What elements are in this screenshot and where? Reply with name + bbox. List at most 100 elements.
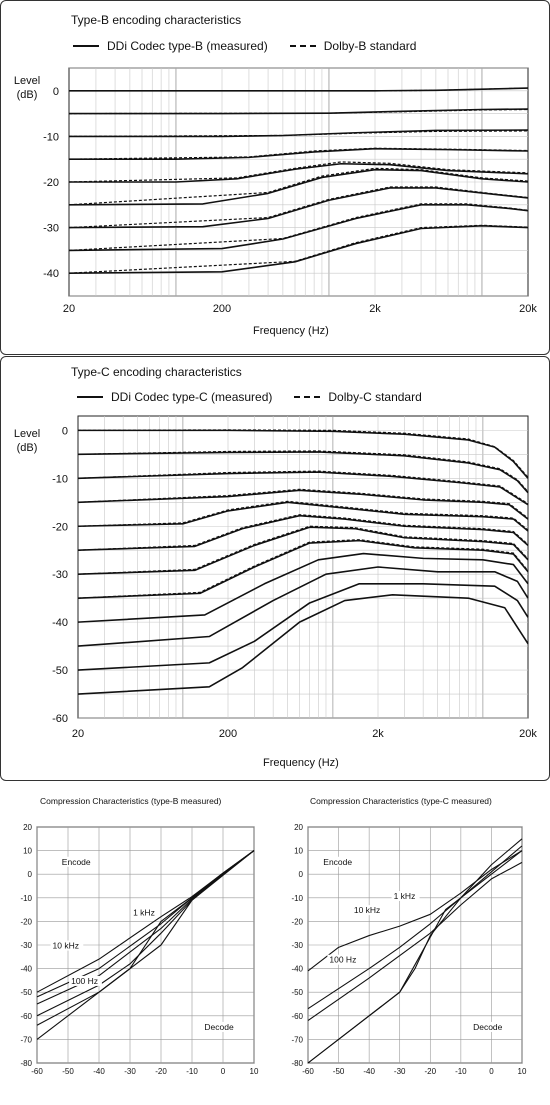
compression-curve-4: [36, 850, 255, 1026]
annotation-label: Decode: [473, 1022, 503, 1032]
x-tick-label: -60: [31, 1067, 43, 1076]
measured-curve-2: [69, 129, 529, 138]
measured-curve-2: [77, 471, 529, 506]
annotation-label: Decode: [204, 1022, 234, 1032]
x-tick-label: -50: [333, 1067, 345, 1076]
y-tick-label: -10: [43, 131, 59, 143]
measured-curve-0: [69, 87, 529, 92]
annotation-label: 100 Hz: [71, 976, 98, 986]
annotation-label: 1 kHz: [394, 891, 416, 901]
y-tick-label: -80: [20, 1059, 32, 1068]
standard-curve-7: [77, 539, 529, 599]
measured-curve-8: [68, 224, 529, 274]
x-tick-label: 20: [63, 303, 75, 315]
y-tick-label: 10: [294, 847, 303, 856]
y-tick-label: -40: [291, 965, 303, 974]
annotation-bg: [327, 954, 361, 965]
standard-curve-1: [77, 450, 529, 493]
standard-curve-4: [68, 161, 529, 183]
legend-measured-label: DDi Codec type-B (measured): [107, 39, 268, 53]
x-tick-label: 10: [518, 1067, 527, 1076]
annotation-bg: [471, 1021, 504, 1032]
y-tick-label: -40: [43, 268, 59, 280]
comp-c-title: Compression Characteristics (type-C meas…: [310, 796, 492, 806]
type-c-ylabel: Level (dB): [13, 428, 41, 454]
annotation-bg: [391, 890, 420, 901]
y-tick-label: 0: [28, 870, 33, 879]
annotation-bg: [202, 1021, 236, 1032]
x-tick-label: -20: [155, 1067, 167, 1076]
annotation-bg: [131, 907, 160, 918]
legend-solid-swatch: [73, 45, 99, 47]
x-tick-label: -30: [394, 1067, 406, 1076]
measured-curve-3: [77, 489, 529, 520]
annotation-label: Encode: [62, 857, 91, 867]
annotation-label: 10 kHz: [354, 905, 380, 915]
y-tick-label: -50: [20, 988, 32, 997]
y-tick-label: -30: [43, 223, 59, 235]
x-tick-label: 200: [219, 728, 237, 740]
compression-curve-1: [307, 850, 523, 1010]
x-tick-label: 0: [489, 1067, 494, 1076]
y-tick-label: -10: [291, 894, 303, 903]
standard-curve-3: [77, 488, 529, 519]
x-tick-label: -10: [455, 1067, 467, 1076]
y-tick-label: 10: [23, 847, 32, 856]
annotation-label: 100 Hz: [329, 955, 356, 965]
y-tick-label: -40: [52, 617, 68, 629]
y-tick-label: 0: [62, 425, 68, 437]
y-tick-label: -30: [291, 941, 303, 950]
measured-curve-5: [77, 514, 529, 552]
type-c-title: Type-C encoding characteristics: [71, 365, 242, 379]
comp-b-title: Compression Characteristics (type-B meas…: [40, 796, 222, 806]
annotation-bg: [59, 856, 93, 867]
y-tick-label: -10: [20, 894, 32, 903]
y-tick-label: 0: [53, 86, 59, 98]
y-tick-label: 20: [23, 823, 32, 832]
measured-curve-6: [68, 187, 529, 229]
annotation-bg: [69, 975, 102, 986]
x-tick-label: 10: [250, 1067, 259, 1076]
y-tick-label: -20: [52, 521, 68, 533]
y-tick-label: -10: [52, 473, 68, 485]
legend-standard-label: Dolby-C standard: [328, 390, 422, 404]
measured-curve-7: [68, 204, 529, 252]
measured-curve-7: [77, 539, 529, 599]
x-tick-label: -40: [93, 1067, 105, 1076]
compression-curve-0: [307, 850, 523, 972]
measured-curve-5: [68, 168, 529, 206]
y-tick-label: -20: [20, 917, 32, 926]
y-tick-label: -70: [20, 1035, 32, 1044]
x-tick-label: 20k: [519, 728, 537, 740]
legend-measured-label: DDi Codec type-C (measured): [111, 390, 273, 404]
y-tick-label: -20: [291, 917, 303, 926]
compression-curve-5: [36, 850, 255, 1040]
compression-curve-4: [307, 838, 523, 1064]
standard-curve-5: [68, 167, 529, 206]
x-tick-label: 20: [72, 728, 84, 740]
measured-curve-0: [78, 429, 529, 479]
annotation-bg: [321, 856, 355, 867]
standard-curve-2: [77, 470, 529, 505]
y-tick-label: -30: [52, 569, 68, 581]
measured-curve-4: [69, 162, 529, 183]
annotation-bg: [50, 940, 84, 951]
y-tick-label: -50: [291, 988, 303, 997]
measured-curve-1: [69, 108, 529, 115]
x-tick-label: -40: [363, 1067, 375, 1076]
type-c-legend: DDi Codec type-C (measured) Dolby-C stan…: [77, 390, 422, 404]
y-tick-label: -80: [291, 1059, 303, 1068]
type-b-ylabel: Level (dB): [13, 75, 41, 101]
x-tick-label: 20k: [519, 303, 537, 315]
y-tick-label: -60: [291, 1012, 303, 1021]
x-tick-label: -50: [62, 1067, 74, 1076]
type-c-xlabel: Frequency (Hz): [263, 757, 339, 769]
type-b-title: Type-B encoding characteristics: [71, 13, 242, 27]
compression-curve-2: [307, 861, 523, 1021]
annotation-label: 10 kHz: [53, 941, 79, 951]
x-tick-label: -60: [302, 1067, 314, 1076]
y-tick-label: -70: [291, 1035, 303, 1044]
y-tick-label: 20: [294, 823, 303, 832]
standard-curve-7: [68, 203, 529, 251]
y-tick-label: -60: [52, 713, 68, 725]
